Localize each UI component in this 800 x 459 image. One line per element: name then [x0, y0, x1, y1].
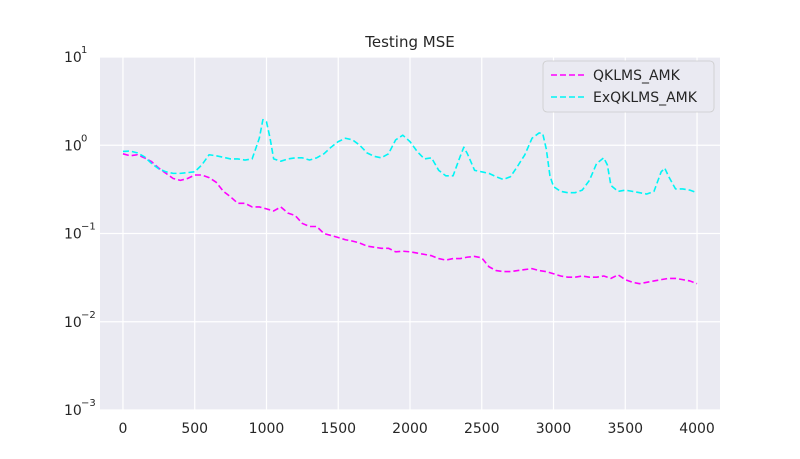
- y-tick-exponent: −2: [81, 310, 96, 321]
- x-tick-label: 3000: [536, 421, 572, 437]
- x-tick-label: 2500: [464, 421, 500, 437]
- y-tick-base: 10: [64, 315, 82, 331]
- y-tick-base: 10: [64, 138, 82, 154]
- y-tick-base: 10: [64, 403, 82, 419]
- legend-box: [542, 60, 715, 113]
- y-tick-exponent: 1: [81, 45, 87, 56]
- chart-title: Testing MSE: [364, 33, 454, 51]
- x-tick-label: 1500: [320, 421, 356, 437]
- x-axis-ticks: 0 500 1000 1500 2000 2500 3000 3500 4000: [119, 421, 715, 437]
- data-series: [122, 118, 698, 285]
- y-tick-exponent: −1: [81, 222, 96, 233]
- y-tick-base: 10: [64, 227, 82, 243]
- x-tick-label: 1000: [249, 421, 285, 437]
- legend-label-exqklms-amk: ExQKLMS_AMK: [593, 90, 698, 106]
- y-tick-label: 10 −3: [64, 398, 96, 419]
- x-tick-label: 500: [181, 421, 208, 437]
- y-tick-label: 10 −1: [64, 222, 96, 243]
- legend: QKLMS_AMK ExQKLMS_AMK: [542, 60, 715, 113]
- y-tick-base: 10: [64, 50, 82, 66]
- grid-lines: [100, 56, 720, 411]
- legend-label-qklms-amk: QKLMS_AMK: [593, 68, 681, 84]
- series-line-exqklms-amk: [122, 118, 698, 195]
- series-line-qklms-amk: [122, 153, 698, 285]
- y-tick-exponent: 0: [81, 133, 87, 144]
- x-tick-label: 4000: [679, 421, 715, 437]
- y-tick-label: 10 −2: [64, 310, 96, 331]
- y-tick-label: 10 1: [64, 45, 87, 66]
- x-tick-label: 3500: [607, 421, 643, 437]
- y-tick-exponent: −3: [81, 398, 96, 409]
- y-tick-label: 10 0: [64, 133, 87, 154]
- x-tick-label: 0: [119, 421, 128, 437]
- x-tick-label: 2000: [392, 421, 428, 437]
